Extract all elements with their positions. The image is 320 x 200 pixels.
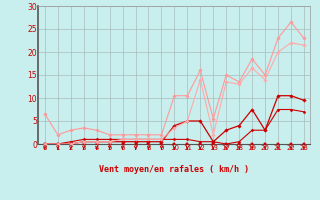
X-axis label: Vent moyen/en rafales ( km/h ): Vent moyen/en rafales ( km/h ) <box>100 165 249 174</box>
